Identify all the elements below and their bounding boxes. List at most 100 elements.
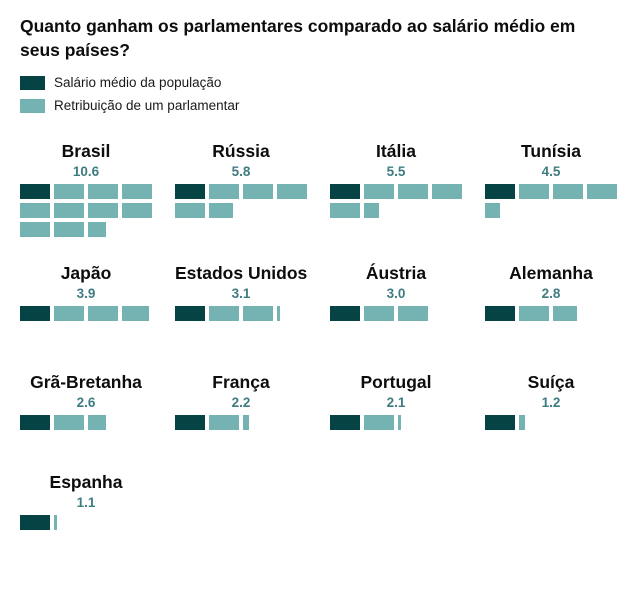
country-cell-alemanha: Alemanha 2.8 <box>485 263 617 321</box>
waffle-blocks <box>485 415 617 430</box>
chart-title: Quanto ganham os parlamentares comparado… <box>20 16 576 60</box>
block-parliamentarian-pay <box>432 184 462 199</box>
country-name: Alemanha <box>509 263 593 283</box>
country-name: Brasil <box>61 141 111 161</box>
waffle-blocks <box>175 184 307 218</box>
block-average-salary <box>175 415 205 430</box>
chart-page: Quanto ganham os parlamentares comparado… <box>20 16 620 530</box>
country-cell-tunisia: Tunísia 4.5 <box>485 141 617 218</box>
legend-swatch-average-salary-icon <box>20 75 45 90</box>
country-name: Estados Unidos <box>175 263 308 283</box>
block-parliamentarian-pay <box>54 222 84 237</box>
block-parliamentarian-pay <box>88 415 106 430</box>
block-parliamentarian-pay <box>364 306 394 321</box>
waffle-blocks <box>485 184 617 218</box>
legend-label-parliamentarian-pay: Retribuição de um parlamentar <box>54 98 240 113</box>
waffle-row <box>330 306 462 321</box>
waffle-row <box>485 415 617 430</box>
country-cell-japao: Japão 3.9 <box>20 263 152 321</box>
country-value: 5.8 <box>231 164 251 179</box>
block-average-salary <box>20 515 50 530</box>
block-parliamentarian-pay <box>88 306 118 321</box>
block-parliamentarian-pay <box>364 203 379 218</box>
country-cell-portugal: Portugal 2.1 <box>330 372 462 430</box>
block-parliamentarian-pay <box>20 222 50 237</box>
block-parliamentarian-pay <box>553 306 577 321</box>
block-average-salary <box>20 184 50 199</box>
country-cell-austria: Áustria 3.0 <box>330 263 462 321</box>
country-value: 3.1 <box>231 286 251 301</box>
block-parliamentarian-pay <box>364 184 394 199</box>
waffle-blocks <box>175 306 307 321</box>
legend-swatch-parliamentarian-pay-icon <box>20 98 45 113</box>
waffle-row <box>330 203 462 218</box>
block-parliamentarian-pay <box>364 415 394 430</box>
waffle-row <box>20 415 152 430</box>
country-cell-espanha: Espanha 1.1 <box>20 472 152 530</box>
country-cell-franca: França 2.2 <box>175 372 307 430</box>
waffle-row <box>20 306 152 321</box>
block-parliamentarian-pay <box>122 203 152 218</box>
waffle-blocks <box>175 415 307 430</box>
waffle-blocks <box>485 306 617 321</box>
country-group-row: Brasil 10.6 Rússia 5.8 Itália 5.5 Tunísia 4.5 <box>20 141 620 237</box>
block-parliamentarian-pay <box>209 415 239 430</box>
block-average-salary <box>20 415 50 430</box>
country-name: Rússia <box>212 141 270 161</box>
country-cell-russia: Rússia 5.8 <box>175 141 307 218</box>
waffle-blocks <box>20 515 152 530</box>
waffle-row <box>485 203 617 218</box>
block-parliamentarian-pay <box>54 306 84 321</box>
country-name: Itália <box>376 141 416 161</box>
waffle-blocks <box>330 306 462 321</box>
country-value: 10.6 <box>72 164 100 179</box>
waffle-row <box>330 184 462 199</box>
country-value: 2.1 <box>386 395 406 410</box>
block-parliamentarian-pay <box>54 515 57 530</box>
country-cell-gra-bretanha: Grã-Bretanha 2.6 <box>20 372 152 430</box>
block-average-salary <box>20 306 50 321</box>
block-average-salary <box>485 415 515 430</box>
block-parliamentarian-pay <box>209 184 239 199</box>
country-group-row: Espanha 1.1 <box>20 472 620 530</box>
block-parliamentarian-pay <box>88 184 118 199</box>
block-parliamentarian-pay <box>243 306 273 321</box>
waffle-row <box>175 415 307 430</box>
block-parliamentarian-pay <box>330 203 360 218</box>
country-group-row: Grã-Bretanha 2.6 França 2.2 Portugal 2.1 Suíça… <box>20 372 620 430</box>
waffle-chart: Brasil 10.6 Rússia 5.8 Itália 5.5 Tunísia 4.5 Ja… <box>20 141 620 530</box>
block-parliamentarian-pay <box>88 203 118 218</box>
block-average-salary <box>175 184 205 199</box>
country-name: Grã-Bretanha <box>30 372 142 392</box>
block-parliamentarian-pay <box>587 184 617 199</box>
country-value: 2.8 <box>541 286 561 301</box>
legend: Salário médio da população Retribuição d… <box>20 75 620 113</box>
country-value: 2.6 <box>76 395 96 410</box>
waffle-row <box>485 184 617 199</box>
country-name: Espanha <box>49 472 123 492</box>
country-value: 3.9 <box>76 286 96 301</box>
block-average-salary <box>330 306 360 321</box>
country-cell-estados-unidos: Estados Unidos 3.1 <box>175 263 307 321</box>
legend-item-parliamentarian-pay: Retribuição de um parlamentar <box>20 98 620 113</box>
block-parliamentarian-pay <box>243 184 273 199</box>
waffle-blocks <box>20 415 152 430</box>
block-average-salary <box>175 306 205 321</box>
block-parliamentarian-pay <box>398 184 428 199</box>
waffle-row <box>20 203 152 218</box>
block-parliamentarian-pay <box>122 184 152 199</box>
country-cell-italia: Itália 5.5 <box>330 141 462 218</box>
country-name: Áustria <box>365 263 427 283</box>
block-parliamentarian-pay <box>243 415 249 430</box>
country-name: Portugal <box>360 372 432 392</box>
waffle-row <box>485 306 617 321</box>
block-parliamentarian-pay <box>54 415 84 430</box>
block-parliamentarian-pay <box>54 203 84 218</box>
block-parliamentarian-pay <box>553 184 583 199</box>
waffle-blocks <box>330 415 462 430</box>
block-average-salary <box>330 184 360 199</box>
waffle-row <box>175 306 307 321</box>
block-parliamentarian-pay <box>519 415 525 430</box>
legend-label-average-salary: Salário médio da população <box>54 75 222 90</box>
country-group-row: Japão 3.9 Estados Unidos 3.1 Áustria 3.0 Alema… <box>20 263 620 321</box>
